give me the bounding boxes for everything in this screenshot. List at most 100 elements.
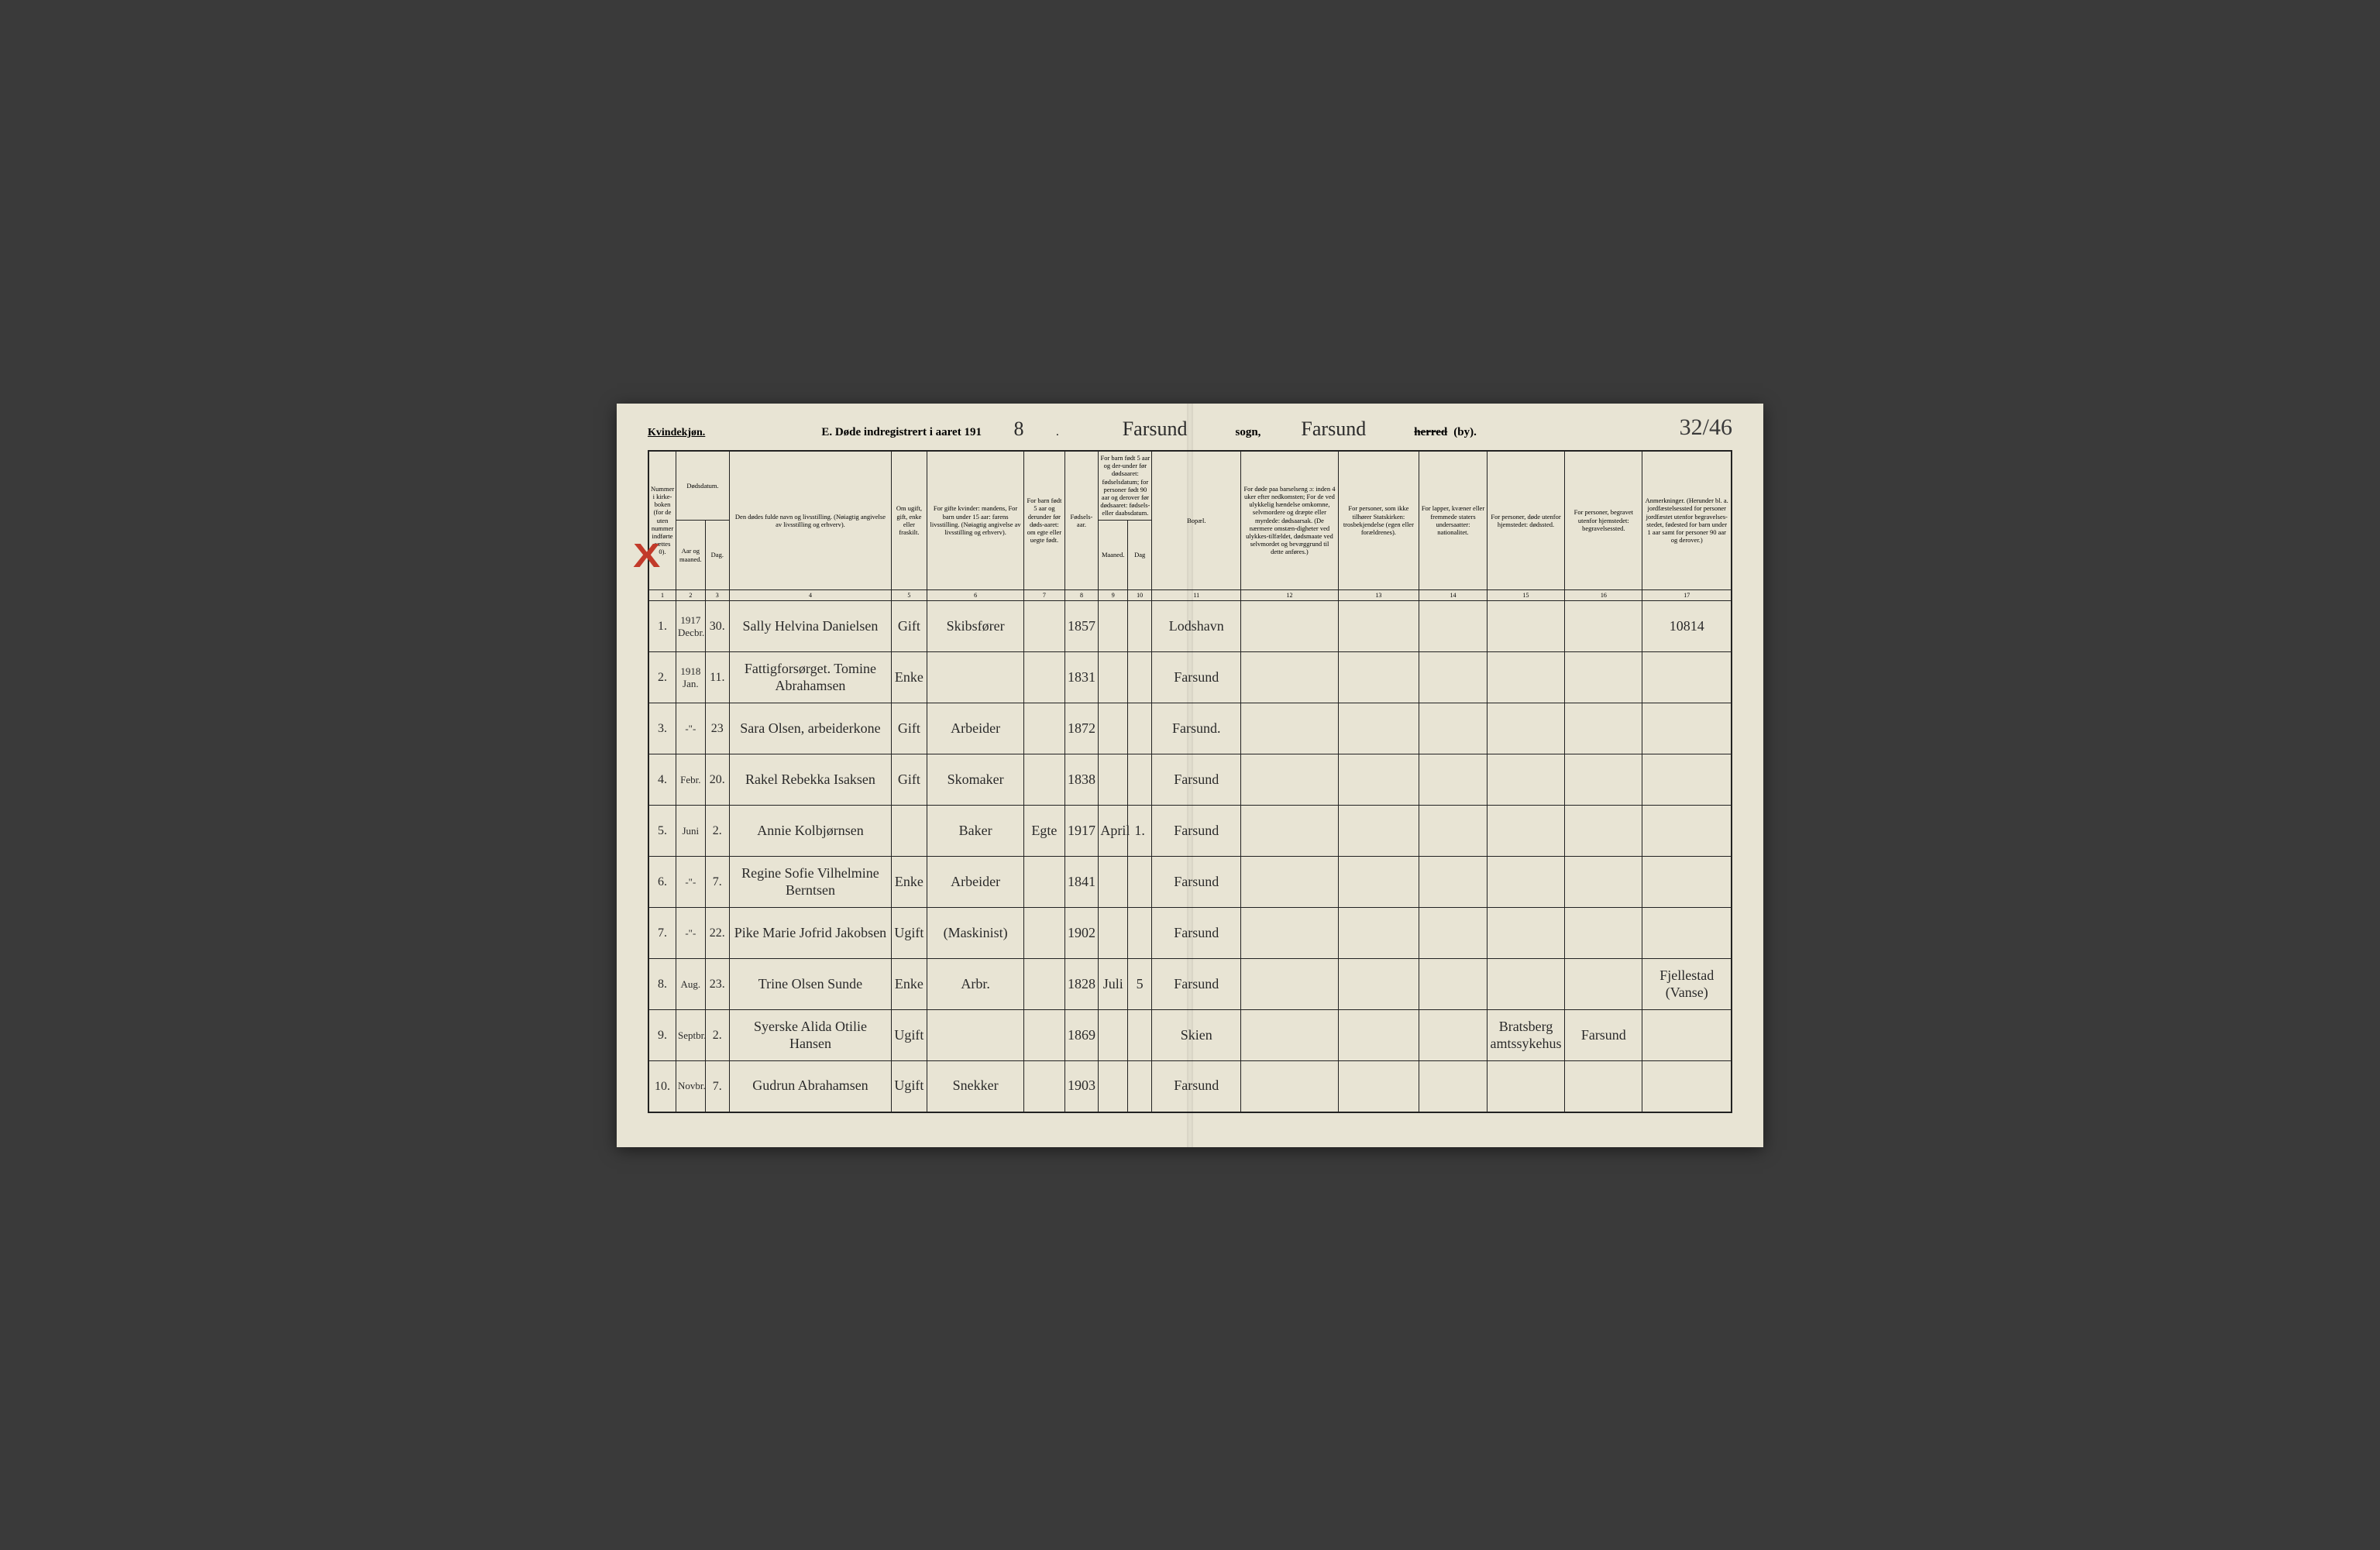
cell [1419,1061,1488,1112]
cell: Sally Helvina Danielsen [729,601,891,652]
table-row: 5.Juni2.Annie KolbjørnsenBakerEgte1917Ap… [648,806,1732,857]
cell [1565,703,1642,754]
colnum: 9 [1099,590,1128,601]
cell: Farsund [1152,857,1241,908]
cell [1241,1061,1338,1112]
cell [1338,806,1419,857]
cell [1565,806,1642,857]
cell: Sara Olsen, arbeiderkone [729,703,891,754]
cell [1642,857,1732,908]
cell: Lodshavn [1152,601,1241,652]
cell [1024,601,1064,652]
cell: (Maskinist) [927,908,1023,959]
cell [1024,703,1064,754]
colnum: 4 [729,590,891,601]
table-row: 8.Aug.23.Trine Olsen SundeEnkeArbr.1828J… [648,959,1732,1010]
cell [1128,1061,1152,1112]
cell [1487,652,1564,703]
cell: Egte [1024,806,1064,857]
cell [1419,703,1488,754]
cell: 6. [648,857,676,908]
table-body: 1.1917 Decbr.30.Sally Helvina DanielsenG… [648,601,1732,1112]
table-row: 6.-"-7.Regine Sofie Vilhelmine BerntsenE… [648,857,1732,908]
colnum: 11 [1152,590,1241,601]
cell [1419,908,1488,959]
cell [1241,601,1338,652]
cell [1128,754,1152,806]
cell [1487,806,1564,857]
cell [1565,908,1642,959]
cell: 23 [705,703,729,754]
cell: Farsund [1152,908,1241,959]
cell [1642,652,1732,703]
cell [1419,959,1488,1010]
cell [1338,652,1419,703]
cell: Ugift [891,1061,927,1112]
cell [1128,652,1152,703]
colnum: 1 [648,590,676,601]
cell: Juli [1099,959,1128,1010]
cell: Regine Sofie Vilhelmine Berntsen [729,857,891,908]
cell: Rakel Rebekka Isaksen [729,754,891,806]
table-row: 7.-"-22.Pike Marie Jofrid JakobsenUgift(… [648,908,1732,959]
cell: -"- [676,703,706,754]
cell: 1831 [1064,652,1099,703]
cell: Novbr. [676,1061,706,1112]
cell [1419,806,1488,857]
col-header-8: Fødsels-aar. [1064,451,1099,590]
title-prefix: E. Døde indregistrert i aaret 191 [821,426,982,439]
cell [1338,908,1419,959]
herred-value: Farsund [1296,418,1371,441]
colnum: 5 [891,590,927,601]
cell: Baker [927,806,1023,857]
cell: Gift [891,703,927,754]
cell [1487,754,1564,806]
cell: Enke [891,652,927,703]
cell [1099,908,1128,959]
cell [1487,1061,1564,1112]
cell [1419,652,1488,703]
cell [1338,703,1419,754]
cell: Fjellestad (Vanse) [1642,959,1732,1010]
table-row: 1.1917 Decbr.30.Sally Helvina DanielsenG… [648,601,1732,652]
cell [1128,857,1152,908]
cell [1565,652,1642,703]
cell [1241,1010,1338,1061]
colnum: 3 [705,590,729,601]
cell: 4. [648,754,676,806]
cell: Fattigforsørget. Tomine Abrahamsen [729,652,891,703]
cell: Bratsberg amtssykehus [1487,1010,1564,1061]
cell [1419,601,1488,652]
colnum: 2 [676,590,706,601]
year-suffix-handwritten: 8 [988,418,1050,441]
col-header-2-dag: Dag. [705,521,729,590]
column-number-row: 1 2 3 4 5 6 7 8 9 10 11 12 13 14 15 16 1… [648,590,1732,601]
table-row: 9.Septbr.2.Syerske Alida Otilie HansenUg… [648,1010,1732,1061]
col-header-1: Nummer i kirke-boken (for de uten nummer… [648,451,676,590]
table-header: Nummer i kirke-boken (for de uten nummer… [648,451,1732,601]
cell [1642,703,1732,754]
table-row: 10.Novbr.7.Gudrun AbrahamsenUgiftSnekker… [648,1061,1732,1112]
cell [1338,601,1419,652]
cell: Ugift [891,1010,927,1061]
cell: 1838 [1064,754,1099,806]
cell [1099,601,1128,652]
cell: Arbr. [927,959,1023,1010]
col-header-14: For lapper, kvæner eller fremmede stater… [1419,451,1488,590]
cell [1024,754,1064,806]
cell: 1903 [1064,1061,1099,1112]
cell [1241,908,1338,959]
cell [1642,1061,1732,1112]
cell: Skibsfører [927,601,1023,652]
cell: 23. [705,959,729,1010]
cell [1099,1010,1128,1061]
col-header-13: For personer, som ikke tilhører Statskir… [1338,451,1419,590]
col-header-2a: Dødsdatum. [676,451,730,521]
col-header-16: For personer, begravet utenfor hjemstede… [1565,451,1642,590]
cell: 7. [705,1061,729,1112]
colnum: 15 [1487,590,1564,601]
cell [1642,754,1732,806]
cell: 1828 [1064,959,1099,1010]
cell [1565,959,1642,1010]
colnum: 14 [1419,590,1488,601]
